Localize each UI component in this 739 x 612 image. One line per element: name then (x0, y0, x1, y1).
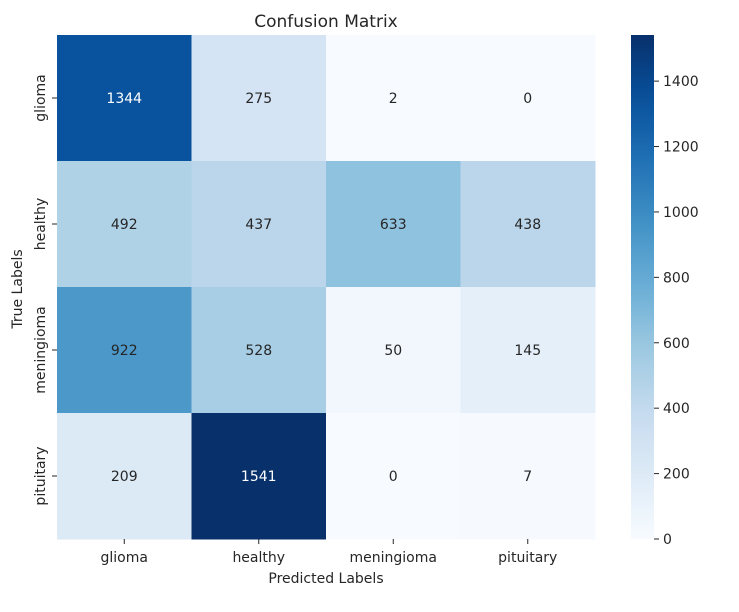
cell-value-label: 275 (245, 91, 272, 107)
x-axis-label: Predicted Labels (268, 571, 383, 587)
y-tick-label-glioma: glioma (33, 74, 49, 121)
heatmap-cell-meningioma-glioma (57, 287, 192, 414)
heatmap-cell-pituitary-glioma (57, 413, 192, 540)
cell-value-label: 438 (514, 217, 541, 233)
x-tick-label-glioma: glioma (101, 550, 148, 566)
cell-value-label: 209 (111, 469, 138, 485)
colorbar-tick-label: 400 (663, 401, 690, 417)
cell-value-label: 922 (111, 343, 138, 359)
heatmap-cell-healthy-meningioma (326, 161, 461, 288)
y-tick-label-pituitary: pituitary (33, 446, 49, 505)
x-tick-label-pituitary: pituitary (498, 550, 557, 566)
colorbar-tick-label: 0 (663, 532, 672, 548)
colorbar-tick-label: 1400 (663, 74, 699, 90)
cell-value-label: 633 (380, 217, 407, 233)
colorbar-tick-label: 1200 (663, 140, 699, 156)
chart-title: Confusion Matrix (254, 12, 398, 32)
y-tick-label-meningioma: meningioma (33, 306, 49, 393)
y-axis-label: True Labels (10, 249, 26, 329)
heatmap-cell-glioma-pituitary (460, 35, 596, 162)
y-tick-label-healthy: healthy (33, 198, 49, 251)
heatmap-cell-pituitary-meningioma (326, 413, 461, 540)
colorbar (631, 35, 654, 539)
cell-value-label: 528 (245, 343, 272, 359)
heatmap-cell-healthy-healthy (191, 161, 327, 288)
cell-value-label: 1344 (106, 91, 142, 107)
cell-value-label: 437 (245, 217, 272, 233)
colorbar-tick-label: 600 (663, 336, 690, 352)
colorbar-ticks: 0 200 400 600 800 1000 1200 1400 (654, 74, 699, 548)
heatmap-cell-healthy-glioma (57, 161, 192, 288)
heatmap-cell-glioma-healthy (191, 35, 327, 162)
heatmap-cell-glioma-glioma (57, 35, 192, 162)
cell-value-label: 0 (389, 469, 398, 485)
heatmap-cell-meningioma-meningioma (326, 287, 461, 414)
heatmap-cell-meningioma-pituitary (460, 287, 596, 414)
heatmap-cell-pituitary-healthy (191, 413, 327, 540)
heatmap-cells (57, 35, 596, 540)
colorbar-tick-label: 1000 (663, 205, 699, 221)
colorbar-tick-label: 200 (663, 467, 690, 483)
cell-value-label: 7 (523, 469, 532, 485)
heatmap-cell-glioma-meningioma (326, 35, 461, 162)
cell-value-labels: 1344 275 2 0 492 437 633 438 922 528 50 145 209 1541 0… (106, 91, 541, 485)
cell-value-label: 1541 (241, 469, 277, 485)
heatmap-cell-pituitary-pituitary (460, 413, 596, 540)
cell-value-label: 2 (389, 91, 398, 107)
x-tick-label-healthy: healthy (232, 550, 285, 566)
heatmap-cell-meningioma-healthy (191, 287, 327, 414)
x-tick-label-meningioma: meningioma (350, 550, 437, 566)
cell-value-label: 145 (514, 343, 541, 359)
cell-value-label: 492 (111, 217, 138, 233)
cell-value-label: 50 (384, 343, 402, 359)
x-axis-ticks: glioma healthy meningioma pituitary (101, 539, 557, 566)
cell-value-label: 0 (523, 91, 532, 107)
heatmap-cell-healthy-pituitary (460, 161, 596, 288)
y-axis-ticks: glioma healthy meningioma pituitary (33, 74, 57, 506)
colorbar-tick-label: 800 (663, 270, 690, 286)
